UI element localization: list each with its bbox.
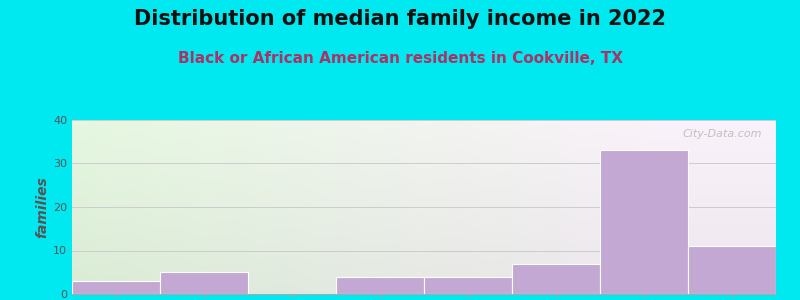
Text: Distribution of median family income in 2022: Distribution of median family income in …	[134, 9, 666, 29]
Bar	[424, 277, 512, 294]
Bar	[688, 246, 776, 294]
Bar	[600, 150, 688, 294]
Bar	[160, 272, 248, 294]
Bar	[512, 263, 600, 294]
Text: Black or African American residents in Cookville, TX: Black or African American residents in C…	[178, 51, 622, 66]
Text: City-Data.com: City-Data.com	[682, 129, 762, 139]
Y-axis label: families: families	[35, 176, 49, 238]
Bar	[336, 277, 424, 294]
Bar	[72, 281, 160, 294]
